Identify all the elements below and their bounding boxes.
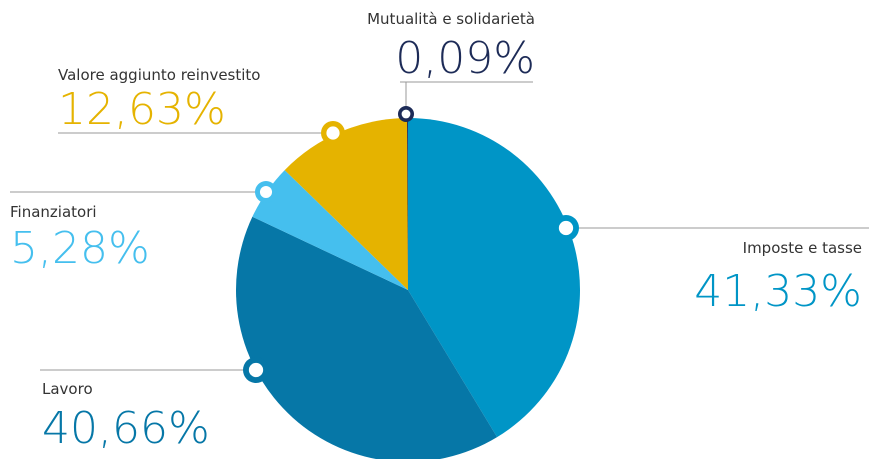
pie-slice [252,170,408,290]
data-label: 40,66% [42,403,210,454]
marker-hole [259,185,273,199]
legend-label: Lavoro [42,380,93,398]
pie-slice [236,216,498,459]
pie-slice [407,118,408,290]
legend-label: Finanziatori [10,203,97,221]
data-label: 12,63% [58,84,226,135]
legend-label: Imposte e tasse [743,239,862,257]
data-label: 0,09% [395,33,535,84]
marker-hole [248,362,264,378]
marker-hole [558,220,574,236]
marker-hole [401,109,411,119]
legend-label: Mutualità e solidarietà [367,10,535,28]
pie-slice [408,118,581,438]
marker-hole [326,126,340,140]
data-label: 5,28% [10,223,150,274]
pie-slice [284,118,408,291]
legend-label: Valore aggiunto reinvestito [58,66,260,84]
data-label: 41,33% [694,266,862,317]
